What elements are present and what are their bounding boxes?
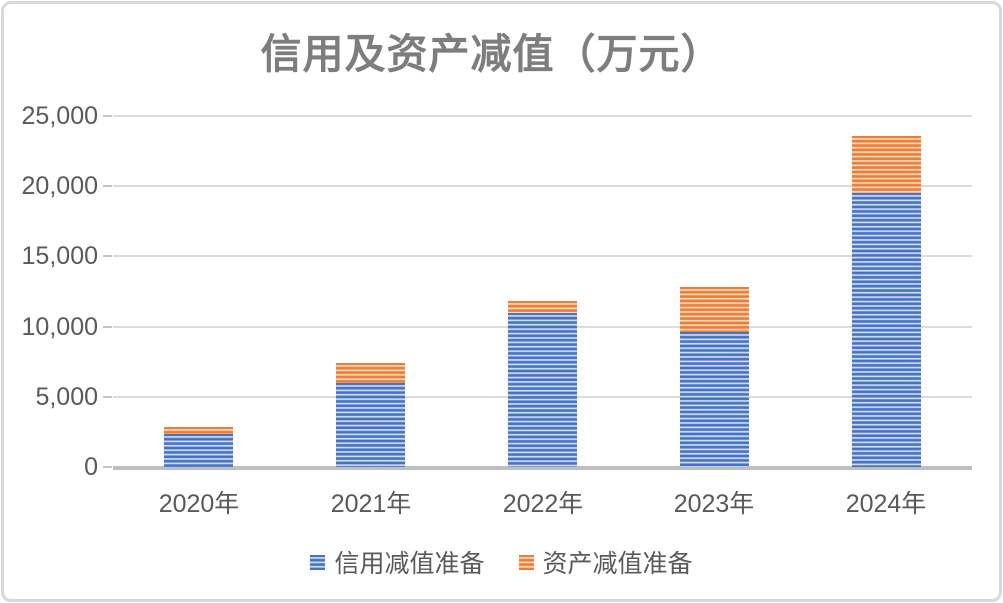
x-axis-tick-label: 2021年	[330, 490, 412, 518]
bar-segment-asset-impairment	[852, 135, 921, 194]
legend-item-credit-impairment: 信用减值准备	[310, 544, 485, 580]
x-axis-line	[113, 466, 972, 470]
y-axis-tick-label: 0	[84, 453, 98, 481]
gridline	[113, 185, 972, 188]
y-axis-tick	[103, 466, 112, 468]
x-axis-tick-label: 2024年	[845, 490, 927, 518]
gridline	[113, 115, 972, 117]
gridline	[113, 255, 972, 258]
chart-title: 信用及资产减值（万元）	[260, 31, 723, 77]
legend-label: 信用减值准备	[334, 550, 485, 578]
bar-segment-credit-impairment	[680, 332, 749, 467]
bar-segment-asset-impairment	[336, 363, 405, 383]
y-axis-tick	[103, 255, 112, 258]
y-axis-tick-label: 20,000	[21, 172, 98, 201]
bar-segment-asset-impairment	[164, 426, 233, 434]
legend: 信用减值准备 资产减值准备	[0, 545, 1003, 579]
y-axis-tick-label: 5,000	[35, 382, 98, 411]
legend-swatch-credit-impairment	[310, 554, 326, 570]
bar-segment-credit-impairment	[852, 193, 921, 467]
legend-label: 资产减值准备	[542, 550, 693, 578]
y-axis-tick	[103, 325, 112, 328]
bar-segment-asset-impairment	[508, 301, 577, 313]
bar-segment-asset-impairment	[680, 287, 749, 333]
y-axis-tick-label: 15,000	[21, 242, 98, 271]
y-axis-tick	[103, 185, 112, 188]
legend-item-asset-impairment: 资产减值准备	[518, 544, 693, 580]
bar-segment-credit-impairment	[164, 434, 233, 467]
y-axis-tick	[103, 395, 112, 398]
x-axis-tick-label: 2023年	[673, 490, 755, 518]
x-axis-tick-label: 2020年	[158, 490, 240, 518]
legend-swatch-asset-impairment	[518, 554, 534, 570]
x-axis-tick-label: 2022年	[502, 490, 584, 518]
bar-segment-credit-impairment	[508, 312, 577, 467]
y-axis-tick-label: 25,000	[21, 102, 98, 130]
y-axis-tick-label: 10,000	[21, 312, 98, 341]
bar-segment-credit-impairment	[336, 382, 405, 467]
y-axis-tick	[103, 115, 112, 117]
